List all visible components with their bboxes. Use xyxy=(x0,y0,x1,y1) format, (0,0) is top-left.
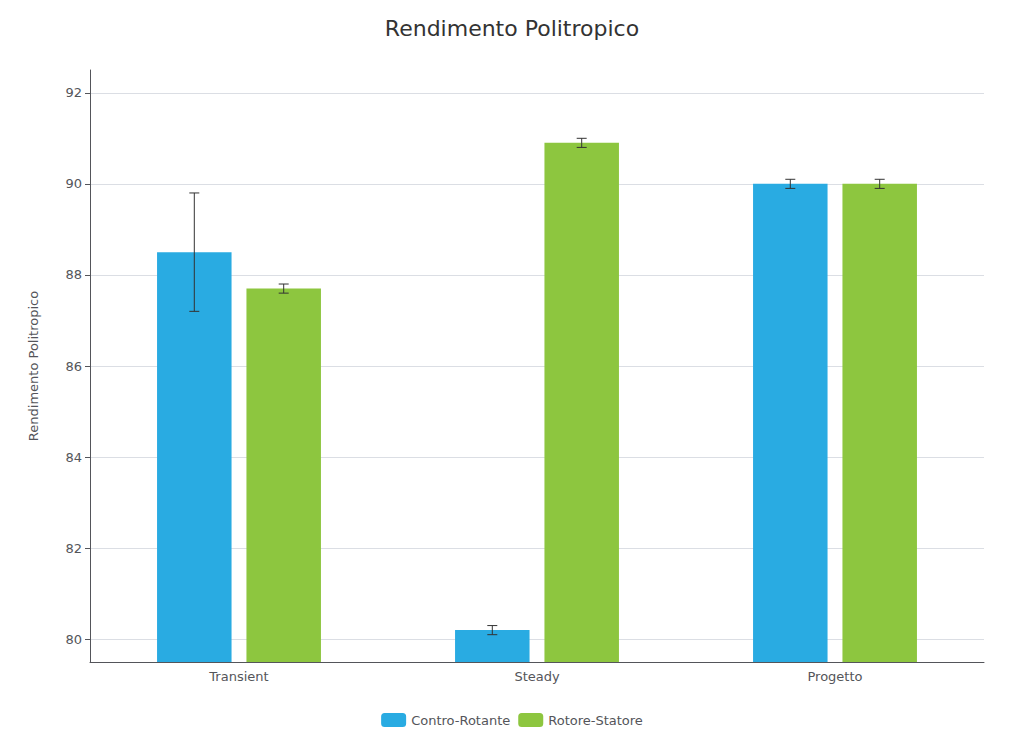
svg-text:Progetto: Progetto xyxy=(807,669,862,684)
svg-text:90: 90 xyxy=(65,176,82,191)
svg-text:Steady: Steady xyxy=(514,669,560,684)
svg-text:Rendimento Politropico: Rendimento Politropico xyxy=(385,16,639,41)
svg-text:80: 80 xyxy=(65,632,82,647)
svg-text:Rotore-Statore: Rotore-Statore xyxy=(548,713,643,728)
svg-text:86: 86 xyxy=(65,359,82,374)
svg-text:88: 88 xyxy=(65,267,82,282)
svg-text:Rendimento Politropico: Rendimento Politropico xyxy=(26,291,41,441)
svg-text:84: 84 xyxy=(65,450,82,465)
svg-text:82: 82 xyxy=(65,541,82,556)
svg-text:92: 92 xyxy=(65,85,82,100)
svg-text:Contro-Rotante: Contro-Rotante xyxy=(411,713,510,728)
svg-text:Transient: Transient xyxy=(208,669,268,684)
